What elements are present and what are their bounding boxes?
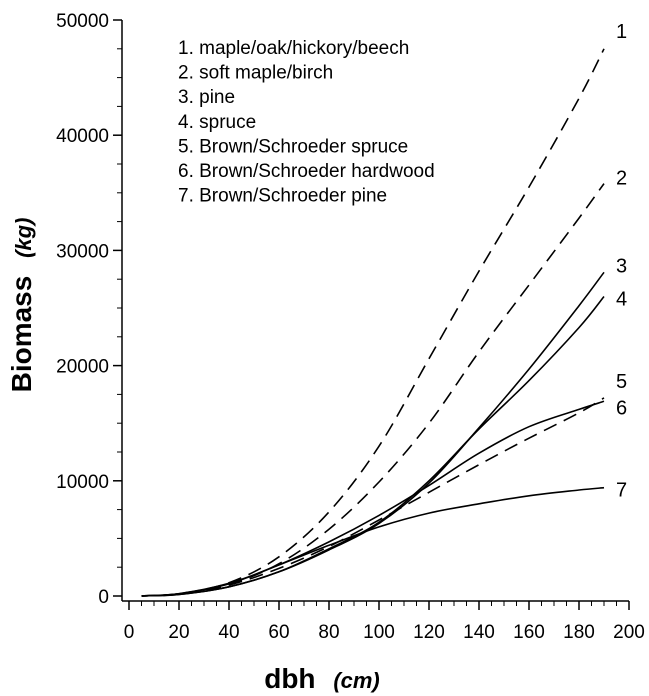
x-tick-label: 60 [268,622,289,643]
series-line-5 [141,397,605,597]
x-axis-label: dbh [264,663,315,694]
series-end-label-2: 2 [616,168,627,190]
series-line-4 [141,295,605,597]
y-axis-ticks: 0 10000 20000 30000 40000 50000 [56,11,122,608]
legend-entry-4: 4. spruce [178,112,256,133]
series-line-6 [141,400,605,597]
series-end-label-6: 6 [616,397,627,419]
x-tick-label: 120 [413,622,445,643]
x-axis-ticks: 0 20 40 60 80 100 120 140 160 180 200 [124,601,645,643]
y-tick-label: 50000 [56,11,109,32]
legend-entry-3: 3. pine [178,87,235,108]
axes [121,20,629,602]
series-line-2 [141,183,605,597]
series-end-label-3: 3 [616,255,627,277]
series-end-label-7: 7 [616,480,627,502]
legend-entry-5: 5. Brown/Schroeder spruce [178,136,408,157]
y-tick-label: 30000 [56,241,109,262]
y-tick-label: 40000 [56,126,109,147]
y-axis-unit: (kg) [11,218,36,258]
legend-entry-1: 1. maple/oak/hickory/beech [178,38,409,59]
legend-entry-7: 7. Brown/Schroeder pine [178,186,387,207]
y-axis-title: Biomass (kg) [6,218,37,393]
x-tick-label: 80 [318,622,339,643]
legend: 1. maple/oak/hickory/beech 2. soft maple/… [178,38,435,207]
y-tick-label: 10000 [56,472,109,493]
x-tick-label: 40 [218,622,239,643]
x-tick-label: 0 [124,622,135,643]
series-lines [141,48,605,597]
x-tick-label: 160 [513,622,545,643]
x-axis-unit: (cm) [333,668,379,693]
series-end-label-4: 4 [616,288,627,310]
series-end-labels: 1 2 3 4 5 6 7 [616,21,627,502]
x-tick-label: 200 [613,622,645,643]
series-end-label-1: 1 [616,21,627,43]
x-tick-label: 180 [563,622,595,643]
series-line-3 [141,271,605,597]
x-tick-label: 20 [168,622,189,643]
x-tick-label: 140 [463,622,495,643]
series-line-7 [141,486,605,597]
y-tick-label: 20000 [56,357,109,378]
y-tick-label: 0 [98,587,109,608]
y-axis-label: Biomass [6,276,37,393]
x-tick-label: 100 [363,622,395,643]
legend-entry-2: 2. soft maple/birch [178,63,333,84]
x-axis-title: dbh (cm) [264,663,380,694]
series-end-label-5: 5 [616,371,627,393]
legend-entry-6: 6. Brown/Schroeder hardwood [178,161,435,182]
